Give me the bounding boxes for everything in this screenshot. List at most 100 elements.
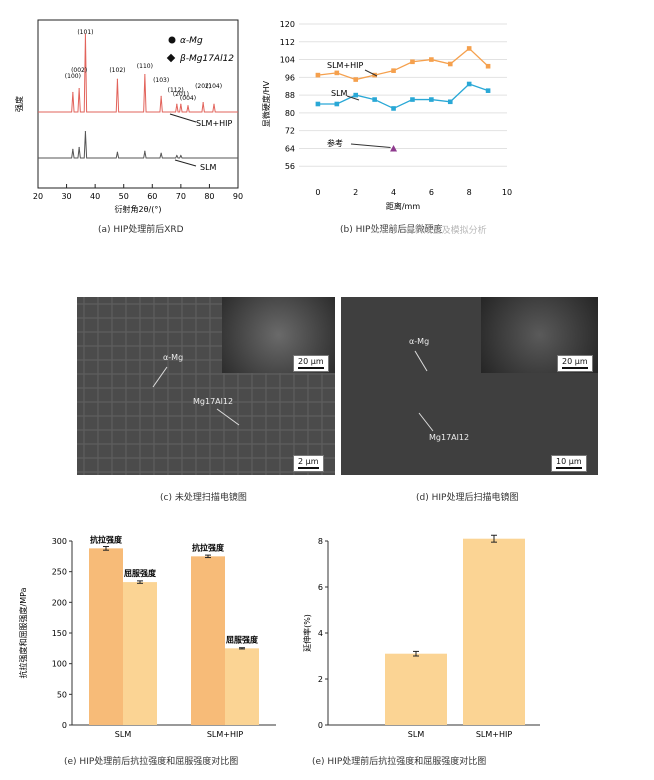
x-axis-label: 距离/mm (386, 201, 420, 211)
series-point (315, 72, 321, 78)
series-point (334, 70, 340, 76)
inset-scale-text: 20 μm (298, 357, 324, 366)
x-axis-label: 衍射角2θ/(°) (115, 204, 162, 214)
series-pointer (364, 69, 378, 77)
bar-label: 屈服强度 (124, 568, 157, 578)
peak-label: (100) (65, 73, 81, 80)
series-point (391, 68, 396, 73)
legend-alpha-label: α-Mg (180, 36, 203, 46)
watermark: 公众号 · 材料成型及模拟分析 (370, 226, 487, 236)
series-point (429, 97, 434, 102)
xrd-chart: 20 30 40 50 60 70 80 90 衍射角2θ/(°) 强度 (100)(002) (10… (14, 19, 243, 214)
xrd-peak-point (187, 105, 189, 107)
series-point (485, 63, 491, 69)
panel-d-caption: (d) HIP处理后扫描电镜图 (416, 493, 519, 503)
xrd-peak-point (84, 131, 87, 133)
bar-label: 屈服强度 (226, 634, 259, 644)
main-scale-text: 2 μm (298, 457, 319, 466)
sem-image-hip: 20 μm 10 μm α-Mg Mg17Al12 (341, 297, 598, 475)
y-tick-label: 104 (280, 56, 295, 65)
x-tick-label: 90 (233, 192, 243, 201)
y-tick-label: 80 (285, 109, 295, 118)
y-tick-label: 50 (57, 690, 67, 699)
x-tick-label: 40 (90, 192, 100, 201)
y-tick-label: 100 (52, 660, 67, 669)
xrd-peak-point (84, 33, 87, 35)
x-tick-label: 6 (429, 188, 434, 197)
x-tick-label: 80 (204, 192, 214, 201)
xrd-peak-point (176, 103, 178, 105)
xrd-curve (38, 131, 238, 159)
xrd-peak-point (78, 146, 80, 149)
series-point (429, 57, 434, 62)
series-point (466, 81, 472, 87)
curve-pointer (169, 113, 197, 123)
y-axis-label: 强度 (14, 96, 24, 112)
inset-scale-bar: 20 μm (293, 355, 329, 372)
legend-beta-marker (166, 53, 176, 63)
x-tick-label: 4 (391, 188, 396, 197)
series-point (466, 46, 472, 51)
xrd-peak-point (202, 102, 204, 104)
x-tick-label: 0 (315, 188, 320, 197)
y-tick-label: 88 (285, 91, 295, 100)
x-tick-label: 70 (176, 192, 186, 201)
curve-label-top: SLM+HIP (196, 119, 233, 128)
x-tick-label: 60 (147, 192, 157, 201)
elongation-bar-chart: 0 2 4 6 8 延伸率(%) SLM SLM+HIP (302, 534, 540, 739)
xrd-peak-point (180, 155, 182, 157)
series-point (353, 92, 359, 98)
x-tick-label: SLM+HIP (476, 730, 513, 739)
peak-label: (103) (153, 77, 169, 84)
x-tick-label: 8 (467, 188, 472, 197)
bar (385, 653, 447, 725)
xrd-peak-point (72, 91, 74, 94)
peak-label: (002) (71, 67, 87, 74)
series-line (317, 83, 489, 110)
series-pointer (346, 95, 360, 101)
panel-e-right-caption: (e) HIP处理前后抗拉强度和屈服强度对比图 (312, 757, 487, 767)
x-tick-label: 30 (61, 192, 71, 201)
alpha-mg-label: α-Mg (163, 353, 184, 362)
panel-b-caption: (b) HIP处理前后显微硬度 (340, 225, 443, 235)
peak-label: (110) (137, 63, 153, 70)
y-axis-label: 显微硬度/HV (261, 80, 271, 127)
series-point (447, 99, 453, 105)
legend-alpha-marker (168, 36, 176, 44)
hardness-chart: 56 64 72 80 88 96 104 112 120 0 2 4 6 8 10 距离/mm 显微硬度/HV… (261, 20, 512, 211)
xrd-peak-point (78, 88, 80, 90)
xrd-peak-point (144, 73, 146, 76)
series-point (410, 97, 415, 102)
xrd-peak-point (116, 78, 119, 80)
y-tick-label: 250 (52, 568, 67, 577)
series-point (410, 59, 415, 65)
xrd-peak-point (160, 152, 162, 154)
y-tick-label: 4 (318, 629, 323, 638)
peak-label: (004) (180, 95, 196, 102)
inset-scale-text: 20 μm (562, 357, 588, 366)
y-tick-label: 112 (280, 38, 295, 47)
series-point (315, 101, 321, 107)
peak-label: (104) (206, 83, 222, 90)
y-tick-label: 300 (52, 537, 67, 546)
y-tick-label: 200 (52, 598, 67, 607)
curve-pointer (174, 159, 197, 167)
y-tick-label: 120 (280, 20, 295, 29)
series-point (372, 97, 377, 102)
bar-label: 抗拉强度 (90, 534, 123, 544)
x-tick-label: 50 (119, 192, 129, 201)
x-tick-label: SLM (115, 730, 132, 739)
bar (191, 556, 225, 725)
bar (225, 648, 259, 725)
sem-pointers (152, 366, 240, 426)
x-tick-label: SLM (408, 730, 425, 739)
panel-a-caption: (a) HIP处理前后XRD (98, 225, 184, 235)
bar-label: 抗拉强度 (192, 542, 225, 552)
x-tick-label: 20 (33, 192, 43, 201)
panel-c-caption: (c) 未处理扫描电镜图 (160, 493, 247, 503)
series-point (447, 61, 453, 67)
y-tick-label: 56 (285, 162, 295, 171)
reference-point (390, 144, 398, 152)
main-scale-bar: 2 μm (293, 455, 324, 472)
